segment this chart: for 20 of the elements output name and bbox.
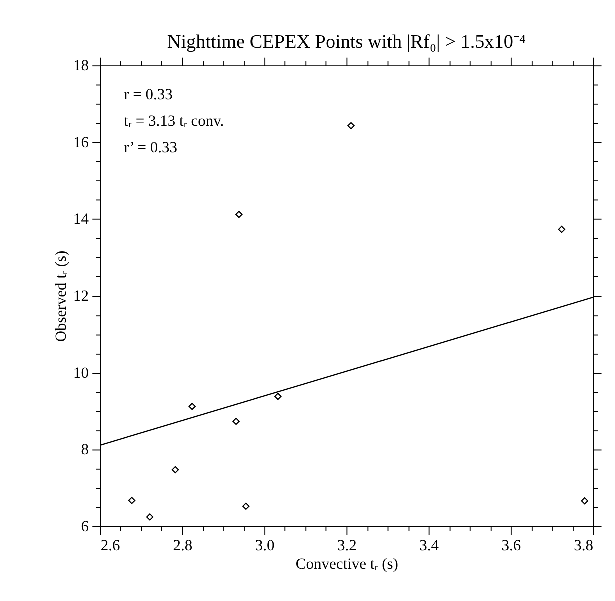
y-tick-label: 16 <box>73 134 90 152</box>
x-tick-label: 2.8 <box>173 538 193 555</box>
x-tick-label: 2.6 <box>100 538 120 555</box>
y-tick-label: 14 <box>73 211 90 228</box>
x-tick-label: 3.2 <box>338 538 357 555</box>
y-tick-label: 8 <box>81 442 90 459</box>
annotation: r = 0.33 <box>124 86 174 104</box>
y-tick-label: 10 <box>73 364 90 382</box>
x-axis-title: Convective tᵣ (s) <box>296 556 398 573</box>
y-axis-title: Observed tᵣ (s) <box>53 250 70 342</box>
y-tick-label: 12 <box>73 288 89 306</box>
chart-title: Nighttime CEPEX Points with |Rf₀| > 1.5x10⁻⁴ <box>167 32 526 53</box>
x-tick-label: 3.8 <box>574 538 594 555</box>
x-tick-label: 3.6 <box>502 538 522 555</box>
x-tick-label: 3.0 <box>255 538 276 555</box>
x-tick-label: 3.4 <box>420 538 440 555</box>
y-tick-label: 18 <box>73 58 90 75</box>
y-tick-label: 6 <box>81 518 90 536</box>
annotation: tᵣ = 3.13 tᵣ conv. <box>124 112 224 130</box>
annotation: r’ = 0.33 <box>124 139 178 156</box>
